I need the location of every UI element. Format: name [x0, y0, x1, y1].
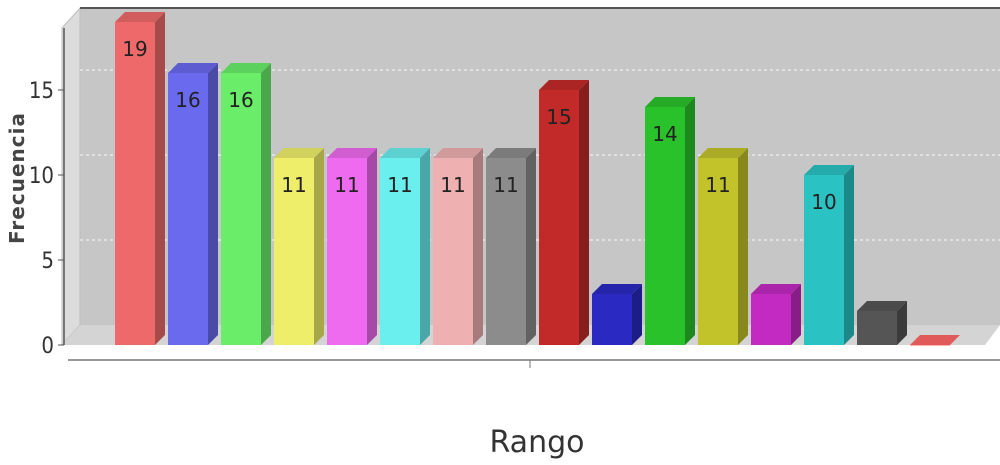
bar-side	[738, 148, 748, 345]
bar-top	[698, 148, 748, 158]
y-tick-label: 0	[41, 334, 54, 359]
bar-side	[897, 301, 907, 345]
y-tick-label: 5	[41, 249, 54, 274]
bar-value-label: 16	[228, 88, 253, 112]
bar-top	[433, 148, 483, 158]
bar-top	[645, 97, 695, 107]
bar-front	[221, 73, 261, 345]
bar-front	[857, 311, 897, 345]
bar-value-label: 11	[440, 173, 465, 197]
bar-value-label: 11	[334, 173, 359, 197]
bar-top	[539, 80, 589, 90]
bar-value-label: 11	[281, 173, 306, 197]
bar	[910, 335, 960, 346]
bar-side	[473, 148, 483, 345]
bar-side	[367, 148, 377, 345]
bar-front	[751, 294, 791, 345]
bar: 19	[115, 12, 165, 345]
x-axis-title: Rango	[490, 425, 585, 460]
bar: 10	[804, 165, 854, 345]
y-tick-label: 10	[29, 164, 54, 189]
bar: 11	[433, 148, 483, 345]
bar-value-label: 11	[387, 173, 412, 197]
bar-side	[420, 148, 430, 345]
bar-top	[221, 63, 271, 73]
bar	[592, 284, 642, 345]
bar-front	[327, 158, 367, 345]
bar-top	[380, 148, 430, 158]
y-axis-title: Frecuencia	[5, 112, 29, 244]
bar-top	[327, 148, 377, 158]
bar-front	[433, 158, 473, 345]
bar-front	[698, 158, 738, 345]
bar-top	[486, 148, 536, 158]
bar-front	[274, 158, 314, 345]
bar: 16	[221, 63, 271, 345]
bar: 11	[274, 148, 324, 345]
bar: 11	[486, 148, 536, 345]
bar: 14	[645, 97, 695, 345]
bar-value-label: 14	[652, 122, 677, 146]
y-axis: 0 5 10 15	[29, 28, 65, 359]
bar-top	[857, 301, 907, 311]
bar-front	[804, 175, 844, 345]
bar-value-label: 16	[175, 88, 200, 112]
bar-top	[751, 284, 801, 294]
bar-front	[380, 158, 420, 345]
bar-front	[168, 73, 208, 345]
bar-value-label: 19	[122, 37, 147, 61]
bar-side	[844, 165, 854, 345]
bar: 15	[539, 80, 589, 345]
bar-top	[168, 63, 218, 73]
bar-value-label: 11	[705, 173, 730, 197]
bar-side	[155, 12, 165, 345]
bar-front	[539, 90, 579, 345]
bar-value-label: 15	[546, 105, 571, 129]
bar-front	[592, 294, 632, 345]
bar: 16	[168, 63, 218, 345]
bar-side	[314, 148, 324, 345]
bars: 19 16 16 11 11 11 11 11 15 14 11 10	[115, 12, 960, 346]
bar-front	[645, 107, 685, 345]
bar-top	[804, 165, 854, 175]
bar-value-label: 10	[811, 190, 836, 214]
bar	[751, 284, 801, 345]
bar: 11	[327, 148, 377, 345]
bar-value-label: 11	[493, 173, 518, 197]
bar-side	[579, 80, 589, 345]
bar-side	[261, 63, 271, 345]
bar-front	[115, 22, 155, 345]
bar-front	[486, 158, 526, 345]
bar-front	[910, 345, 950, 346]
bar-side	[208, 63, 218, 345]
bar-top	[274, 148, 324, 158]
bar	[857, 301, 907, 345]
bar-side	[632, 284, 642, 345]
bar-side	[685, 97, 695, 345]
bar-top	[910, 335, 960, 345]
bar-top	[592, 284, 642, 294]
bar: 11	[698, 148, 748, 345]
bar: 11	[380, 148, 430, 345]
bar-side	[526, 148, 536, 345]
bar-top	[115, 12, 165, 22]
bar-side	[791, 284, 801, 345]
y-tick-label: 15	[29, 79, 54, 104]
